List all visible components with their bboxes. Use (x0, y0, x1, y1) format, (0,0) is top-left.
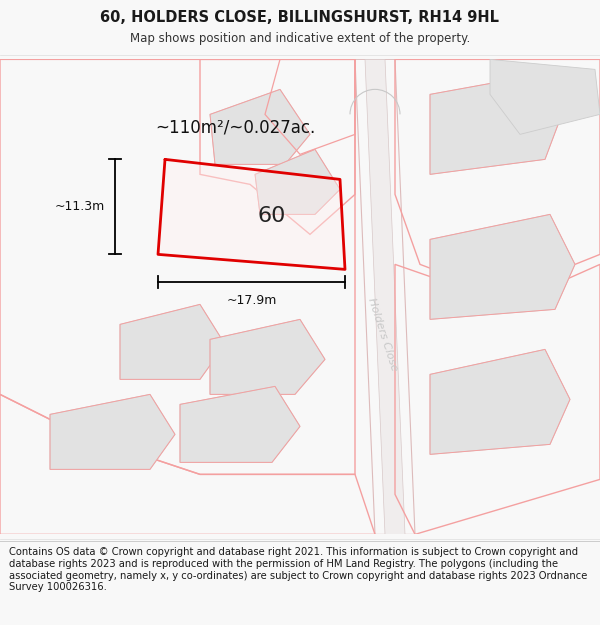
Polygon shape (210, 89, 310, 164)
Polygon shape (430, 74, 560, 174)
Text: Map shows position and indicative extent of the property.: Map shows position and indicative extent… (130, 32, 470, 45)
Text: ~17.9m: ~17.9m (226, 294, 277, 308)
Polygon shape (490, 59, 600, 134)
Text: ~110m²/~0.027ac.: ~110m²/~0.027ac. (155, 118, 315, 136)
Polygon shape (50, 394, 175, 469)
Polygon shape (158, 159, 345, 269)
Polygon shape (430, 214, 575, 319)
Polygon shape (255, 149, 340, 214)
Text: Contains OS data © Crown copyright and database right 2021. This information is : Contains OS data © Crown copyright and d… (9, 548, 587, 592)
Text: 60: 60 (258, 206, 286, 226)
Polygon shape (180, 386, 300, 462)
Polygon shape (430, 349, 570, 454)
Polygon shape (355, 59, 415, 534)
Polygon shape (210, 319, 325, 394)
Text: Holders Close: Holders Close (367, 296, 400, 372)
Text: 60, HOLDERS CLOSE, BILLINGSHURST, RH14 9HL: 60, HOLDERS CLOSE, BILLINGSHURST, RH14 9… (101, 10, 499, 25)
Polygon shape (120, 304, 225, 379)
Text: ~11.3m: ~11.3m (55, 201, 105, 213)
Polygon shape (365, 59, 405, 534)
